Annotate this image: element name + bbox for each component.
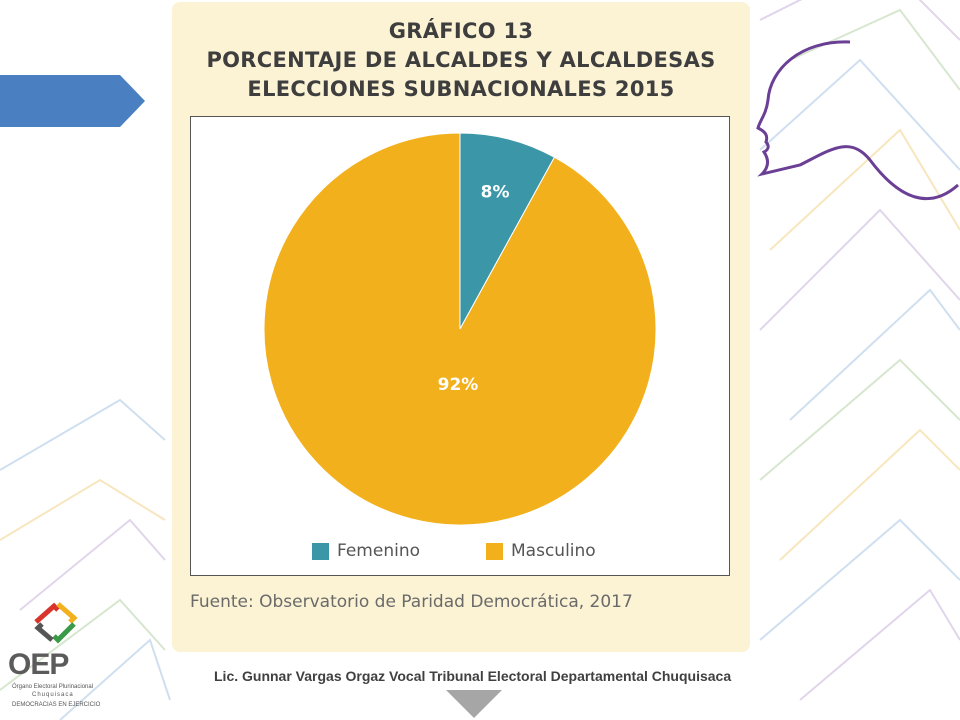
- oep-logo: OEP Órgano Electoral Plurinacional Chuqu…: [8, 598, 108, 714]
- logo-line-2: Chuquisaca: [32, 692, 74, 698]
- pie-slice-masculino: [263, 132, 657, 526]
- legend-label-masculino: Masculino: [511, 541, 596, 561]
- pie-chart-area: 8% 92%: [190, 116, 730, 576]
- chart-source: Fuente: Observatorio de Paridad Democrát…: [190, 592, 633, 612]
- footer-credit: Lic. Gunnar Vargas Orgaz Vocal Tribunal …: [214, 668, 732, 684]
- face-profile-line: [756, 40, 959, 201]
- chart-title-line: PORCENTAJE DE ALCALDES Y ALCALDESAS: [206, 48, 716, 72]
- pie-label-masculino: 92%: [438, 375, 479, 395]
- legend-label-femenino: Femenino: [337, 541, 420, 561]
- logo-name: OEP: [8, 648, 69, 681]
- down-arrow-icon: [446, 690, 502, 718]
- chart-title: GRÁFICO 13 PORCENTAJE DE ALCALDES Y ALCA…: [172, 17, 750, 104]
- logo-line-1: Órgano Electoral Plurinacional: [12, 684, 94, 690]
- chart-legend: Femenino Masculino: [312, 538, 662, 564]
- chart-title-line: GRÁFICO 13: [388, 19, 534, 43]
- arrow-tab: [0, 75, 145, 127]
- legend-swatch-femenino: [312, 542, 329, 560]
- logo-emblem-icon: [34, 602, 78, 644]
- logo-line-3: DEMOCRACIAS EN EJERCICIO: [12, 702, 101, 708]
- legend-swatch-masculino: [486, 542, 503, 560]
- chart-title-line: ELECCIONES SUBNACIONALES 2015: [247, 77, 675, 101]
- legend-item-masculino: Masculino: [486, 541, 596, 561]
- pie-chart: 8% 92%: [263, 132, 657, 526]
- pie-label-femenino: 8%: [481, 182, 510, 202]
- legend-item-femenino: Femenino: [312, 541, 420, 561]
- pie-slice-femenino: [459, 132, 556, 330]
